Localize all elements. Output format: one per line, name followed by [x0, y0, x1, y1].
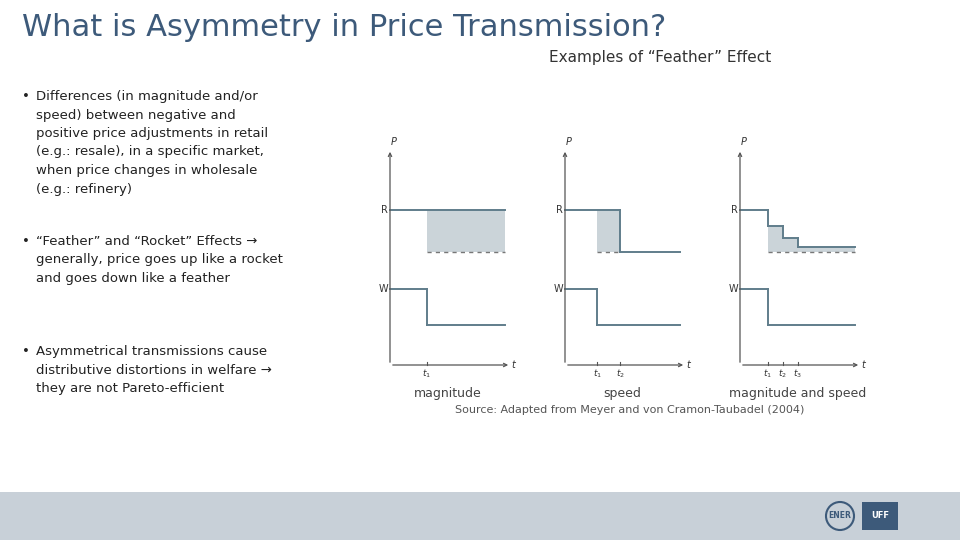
Text: UFF: UFF: [871, 511, 889, 521]
Text: $t_1$: $t_1$: [422, 367, 431, 380]
Polygon shape: [597, 210, 620, 252]
Text: “Feather” and “Rocket” Effects →
generally, price goes up like a rocket
and goes: “Feather” and “Rocket” Effects → general…: [36, 235, 283, 285]
Text: W: W: [553, 285, 563, 294]
Text: R: R: [732, 205, 738, 214]
Text: ENER: ENER: [828, 511, 852, 521]
Text: R: R: [381, 205, 388, 214]
Text: •: •: [22, 345, 30, 358]
Text: W: W: [729, 285, 738, 294]
Bar: [0, 492, 960, 540]
Text: $t_3$: $t_3$: [793, 367, 802, 380]
Text: P: P: [741, 137, 747, 147]
Text: What is Asymmetry in Price Transmission?: What is Asymmetry in Price Transmission?: [22, 13, 666, 42]
Text: magnitude and speed: magnitude and speed: [729, 387, 866, 400]
Text: t: t: [861, 360, 865, 370]
Text: $t_1$: $t_1$: [592, 367, 602, 380]
Text: Differences (in magnitude and/or
speed) between negative and
positive price adju: Differences (in magnitude and/or speed) …: [36, 90, 268, 195]
Polygon shape: [427, 210, 505, 252]
Text: $t_2$: $t_2$: [615, 367, 625, 380]
Text: R: R: [556, 205, 563, 214]
Text: magnitude: magnitude: [414, 387, 481, 400]
Text: t: t: [686, 360, 690, 370]
Text: Asymmetrical transmissions cause
distributive distortions in welfare →
they are : Asymmetrical transmissions cause distrib…: [36, 345, 272, 395]
Text: Examples of “Feather” Effect: Examples of “Feather” Effect: [549, 50, 771, 65]
Bar: [862, 502, 898, 530]
Text: t: t: [511, 360, 515, 370]
Text: W: W: [378, 285, 388, 294]
Text: P: P: [566, 137, 572, 147]
Text: Source: Adapted from Meyer and von Cramon-Taubadel (2004): Source: Adapted from Meyer and von Cramo…: [455, 405, 804, 415]
Text: speed: speed: [604, 387, 641, 400]
Text: •: •: [22, 90, 30, 103]
Text: $t_1$: $t_1$: [763, 367, 772, 380]
Text: $t_2$: $t_2$: [779, 367, 787, 380]
Text: P: P: [391, 137, 396, 147]
Polygon shape: [768, 210, 855, 252]
Text: •: •: [22, 235, 30, 248]
